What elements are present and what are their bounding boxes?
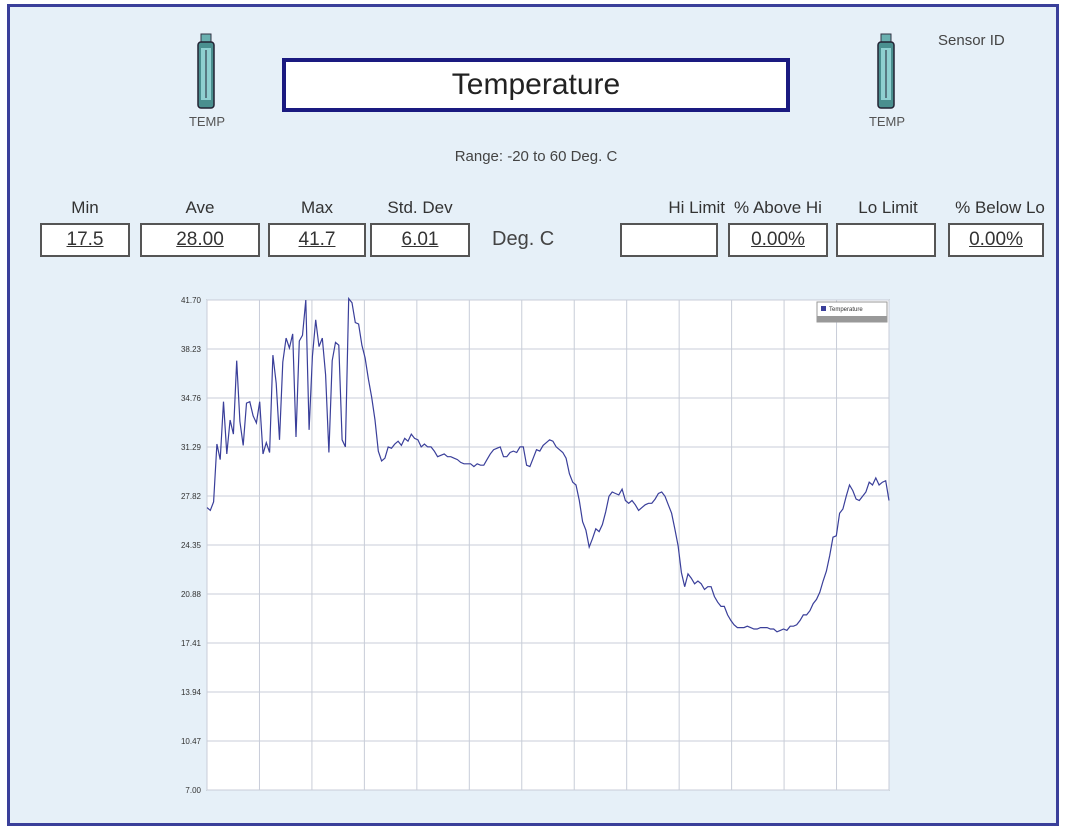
max-value: 41.7 — [298, 229, 336, 250]
below-lo-label: % Below Lo — [955, 198, 1045, 217]
min-value: 17.5 — [66, 229, 104, 250]
units-label: Deg. C — [492, 228, 555, 250]
max-label: Max — [300, 198, 334, 217]
y-tick-label: 20.88 — [181, 590, 202, 599]
below-lo-value: 0.00% — [969, 229, 1023, 250]
hi-limit-field[interactable] — [620, 223, 718, 257]
hi-limit-label: Hi Limit — [668, 198, 725, 217]
temperature-sensor-icon[interactable]: TEMP — [852, 28, 922, 148]
legend-swatch — [821, 306, 826, 311]
std-dev-label: Std. Dev — [387, 198, 453, 217]
sensor-icon-label: TEMP — [868, 114, 906, 129]
legend-bar — [817, 316, 887, 322]
y-tick-label: 31.29 — [181, 443, 202, 452]
temperature-sensor-icon[interactable]: TEMP — [172, 28, 242, 148]
above-hi-value: 0.00% — [751, 229, 805, 250]
temperature-chart: 41.70 38.23 34.76 31.29 27.82 24.35 20.88 17.41… — [155, 288, 915, 808]
max-field: 41.7 — [268, 223, 366, 257]
range-text: Range: -20 to 60 Deg. C — [454, 148, 618, 165]
y-tick-label: 13.94 — [181, 688, 202, 697]
std-dev-value: 6.01 — [401, 229, 439, 250]
above-hi-label: % Above Hi — [734, 198, 822, 217]
below-lo-field: 0.00% — [948, 223, 1044, 257]
std-dev-field: 6.01 — [370, 223, 470, 257]
page-title: Temperature — [282, 58, 790, 112]
sensor-icon-label: TEMP — [188, 114, 226, 129]
above-hi-field: 0.00% — [728, 223, 828, 257]
lo-limit-field[interactable] — [836, 223, 936, 257]
temperature-chart-svg: 41.70 38.23 34.76 31.29 27.82 24.35 20.88 17.41… — [181, 296, 890, 795]
y-tick-label: 24.35 — [181, 541, 202, 550]
y-tick-label: 41.70 — [181, 296, 202, 305]
ave-label: Ave — [185, 198, 215, 217]
lo-limit-label: Lo Limit — [858, 198, 918, 217]
y-tick-label: 38.23 — [181, 345, 202, 354]
y-tick-label: 27.82 — [181, 492, 202, 501]
min-label: Min — [71, 198, 99, 217]
y-tick-label: 17.41 — [181, 639, 202, 648]
y-tick-label: 34.76 — [181, 394, 202, 403]
series-line-temperature — [206, 296, 890, 633]
legend-label: Temperature — [829, 307, 863, 313]
ave-value: 28.00 — [176, 229, 224, 250]
ave-field: 28.00 — [140, 223, 260, 257]
y-tick-label: 10.47 — [181, 737, 202, 746]
y-tick-label: 7.00 — [185, 786, 201, 795]
min-field: 17.5 — [40, 223, 130, 257]
sensor-id-label: Sensor ID — [938, 32, 1005, 49]
